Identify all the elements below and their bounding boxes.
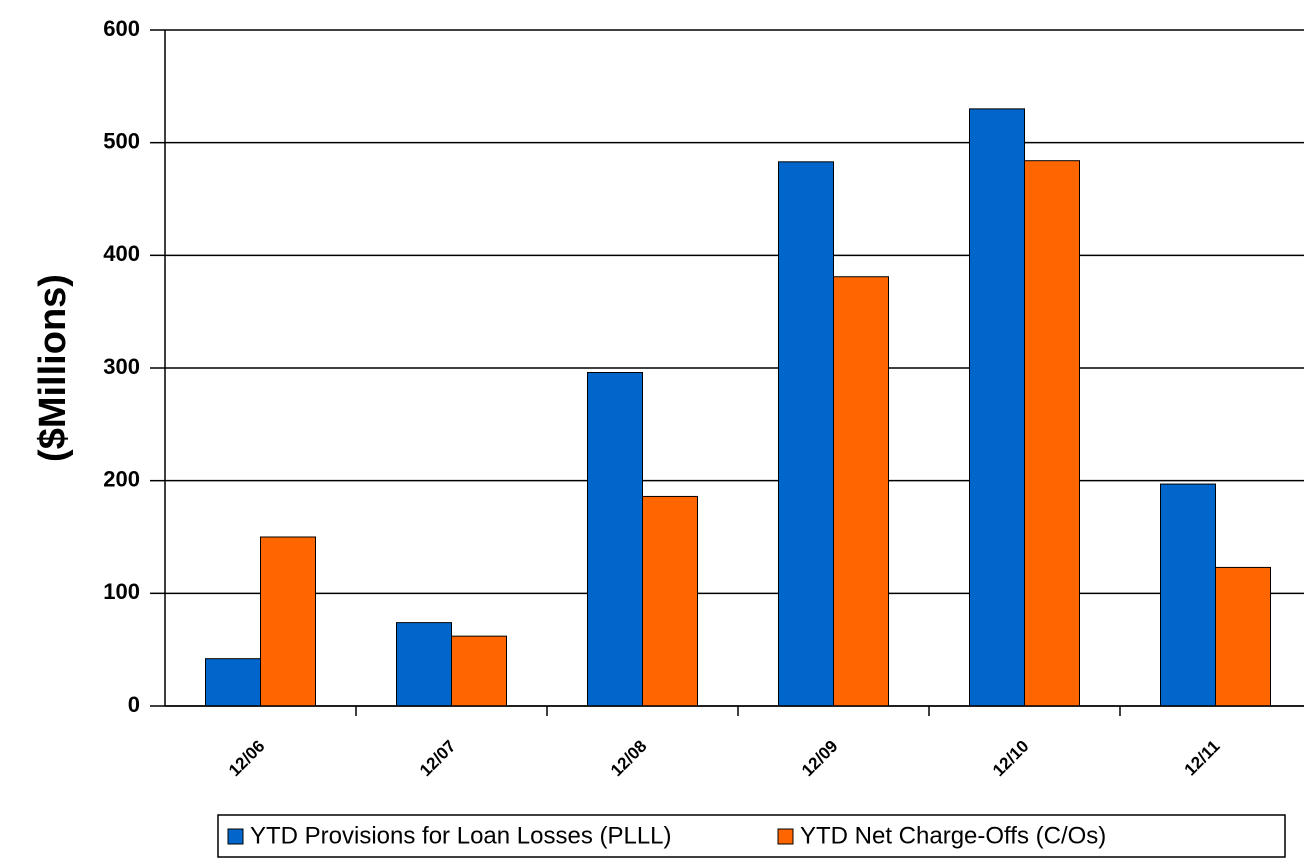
y-tick-label: 100 xyxy=(103,579,140,604)
x-tick-label: 12/07 xyxy=(416,737,460,781)
bar xyxy=(451,635,507,707)
y-tick-label: 0 xyxy=(128,692,140,717)
y-tick-label: 200 xyxy=(103,466,140,491)
x-tick-label: 12/08 xyxy=(607,737,651,781)
bar xyxy=(205,658,261,707)
bar xyxy=(1215,566,1271,707)
legend-swatch xyxy=(777,828,794,845)
bar xyxy=(396,622,452,707)
legend-label: YTD Provisions for Loan Losses (PLLL) xyxy=(250,822,672,849)
legend-label: YTD Net Charge-Offs (C/Os) xyxy=(800,822,1106,849)
bar xyxy=(260,536,316,707)
bar xyxy=(587,372,643,707)
x-tick-label: 12/06 xyxy=(225,737,269,781)
y-tick-label: 400 xyxy=(103,241,140,266)
legend-swatch xyxy=(227,828,244,845)
x-tick-label: 12/09 xyxy=(798,737,842,781)
y-tick-label: 500 xyxy=(103,128,140,153)
bar xyxy=(1160,483,1216,707)
y-axis-label: ($Millions) xyxy=(32,274,74,462)
y-tick-label: 300 xyxy=(103,354,140,379)
bar xyxy=(642,495,698,707)
bar xyxy=(778,161,834,707)
bar xyxy=(833,276,889,707)
y-tick-label: 600 xyxy=(103,16,140,41)
bar xyxy=(969,108,1025,707)
x-tick-label: 12/10 xyxy=(989,737,1033,781)
legend-box xyxy=(217,814,1286,858)
x-tick-label: 12/11 xyxy=(1181,737,1224,780)
bar xyxy=(1024,160,1080,707)
